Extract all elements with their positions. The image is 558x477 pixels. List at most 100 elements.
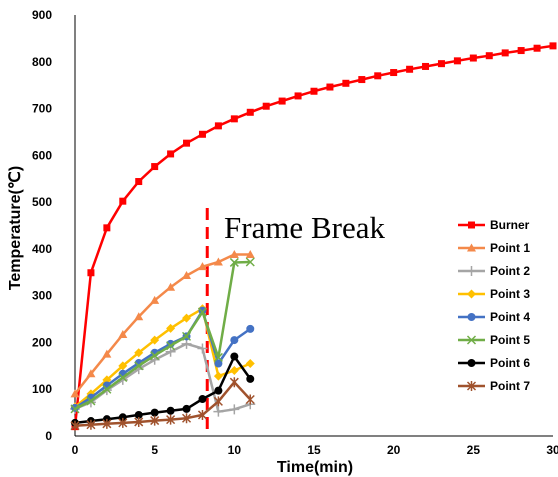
data-point-point-1 bbox=[134, 312, 144, 321]
data-point-burner bbox=[390, 69, 398, 77]
data-point-point-1 bbox=[70, 389, 80, 398]
data-point-point-7 bbox=[245, 394, 255, 405]
data-point-point-4 bbox=[198, 306, 207, 315]
data-point-burner bbox=[230, 115, 238, 123]
data-point-burner bbox=[262, 102, 270, 110]
legend-swatch-marker bbox=[466, 266, 477, 276]
data-point-burner bbox=[422, 62, 430, 70]
y-tick-label: 700 bbox=[32, 102, 52, 116]
data-point-burner bbox=[151, 163, 159, 171]
data-point-point-5 bbox=[118, 372, 128, 383]
data-point-point-7 bbox=[86, 419, 96, 430]
legend-swatch-marker bbox=[467, 359, 476, 367]
data-point-point-6 bbox=[246, 374, 255, 383]
data-point-point-6 bbox=[150, 408, 159, 417]
legend-label: Point 3 bbox=[490, 287, 530, 301]
data-point-point-6 bbox=[134, 410, 143, 419]
data-point-burner bbox=[103, 224, 111, 232]
series-point-7 bbox=[70, 377, 255, 431]
data-point-burner bbox=[342, 79, 350, 87]
data-point-point-5 bbox=[213, 352, 223, 362]
data-point-point-7 bbox=[197, 409, 207, 420]
data-point-burner bbox=[485, 52, 493, 60]
data-point-burner bbox=[167, 150, 175, 158]
x-tick-label: 20 bbox=[387, 443, 401, 457]
data-point-burner bbox=[549, 42, 557, 50]
data-point-point-3 bbox=[118, 361, 128, 371]
data-point-point-5 bbox=[86, 396, 96, 406]
data-point-point-5 bbox=[166, 341, 176, 351]
data-point-point-5 bbox=[182, 331, 192, 341]
legend-item-point-7: Point 7 bbox=[458, 379, 530, 393]
data-point-point-2 bbox=[229, 404, 240, 415]
data-point-point-5 bbox=[134, 361, 144, 371]
data-point-point-5 bbox=[150, 351, 160, 361]
data-point-point-3 bbox=[166, 323, 176, 333]
legend-label: Point 5 bbox=[490, 333, 530, 347]
data-point-point-2 bbox=[165, 346, 176, 357]
data-point-point-5 bbox=[245, 257, 255, 267]
legend-swatch-marker bbox=[466, 381, 477, 391]
y-tick-label: 600 bbox=[32, 148, 52, 162]
data-point-point-3 bbox=[150, 335, 160, 345]
data-point-burner bbox=[533, 44, 541, 52]
data-point-point-1 bbox=[245, 250, 255, 259]
legend-label: Point 6 bbox=[490, 356, 530, 370]
data-point-point-7 bbox=[102, 418, 112, 429]
data-point-burner bbox=[469, 54, 477, 62]
data-point-point-3 bbox=[213, 371, 223, 381]
data-point-burner bbox=[87, 269, 95, 277]
y-tick-label: 100 bbox=[32, 382, 52, 396]
data-point-point-2 bbox=[181, 338, 192, 349]
legend-item-point-1: Point 1 bbox=[458, 241, 530, 255]
legend-item-point-3: Point 3 bbox=[458, 287, 530, 301]
y-tick-label: 500 bbox=[32, 195, 52, 209]
legend-swatch-marker bbox=[467, 289, 476, 299]
data-point-burner bbox=[183, 139, 191, 147]
legend-swatch-marker bbox=[467, 313, 476, 321]
data-point-burner bbox=[294, 92, 302, 100]
data-point-point-7 bbox=[213, 396, 223, 407]
data-point-point-1 bbox=[197, 262, 207, 271]
data-point-point-1 bbox=[150, 295, 160, 304]
data-point-point-7 bbox=[182, 413, 192, 424]
data-point-burner bbox=[453, 57, 461, 65]
data-point-burner bbox=[246, 108, 254, 116]
data-point-burner bbox=[310, 87, 318, 95]
x-tick-label: 5 bbox=[151, 443, 158, 457]
data-point-burner bbox=[119, 197, 127, 205]
data-point-point-5 bbox=[197, 307, 207, 317]
legend-label: Point 7 bbox=[490, 379, 530, 393]
legend-item-point-2: Point 2 bbox=[458, 264, 530, 278]
data-point-point-3 bbox=[245, 358, 255, 368]
series-point-1 bbox=[70, 250, 255, 398]
data-point-burner bbox=[437, 60, 445, 68]
data-point-point-4 bbox=[230, 336, 239, 345]
x-tick-label: 0 bbox=[72, 443, 79, 457]
data-point-point-5 bbox=[70, 404, 80, 414]
data-point-point-5 bbox=[102, 384, 112, 394]
legend-label: Point 2 bbox=[490, 264, 530, 278]
data-point-point-2 bbox=[197, 343, 208, 354]
data-point-point-6 bbox=[182, 404, 191, 413]
y-tick-label: 300 bbox=[32, 289, 52, 303]
data-point-burner bbox=[135, 178, 143, 186]
x-axis-title: Time(min) bbox=[277, 459, 353, 476]
x-tick-label: 30 bbox=[546, 443, 558, 457]
data-point-burner bbox=[406, 65, 414, 73]
y-tick-label: 200 bbox=[32, 335, 52, 349]
legend-label: Burner bbox=[490, 218, 530, 232]
frame-break-annotation: Frame Break bbox=[224, 210, 385, 245]
x-tick-label: 15 bbox=[307, 443, 321, 457]
data-point-point-1 bbox=[102, 349, 112, 358]
data-point-burner bbox=[326, 83, 334, 91]
data-point-point-4 bbox=[214, 359, 223, 368]
legend-label: Point 4 bbox=[490, 310, 530, 324]
legend-swatch-marker bbox=[467, 243, 476, 252]
data-point-point-1 bbox=[118, 329, 128, 338]
legend-item-point-5: Point 5 bbox=[458, 333, 530, 347]
series-burner bbox=[71, 42, 557, 431]
data-point-point-6 bbox=[118, 413, 127, 422]
data-point-point-3 bbox=[134, 348, 144, 358]
